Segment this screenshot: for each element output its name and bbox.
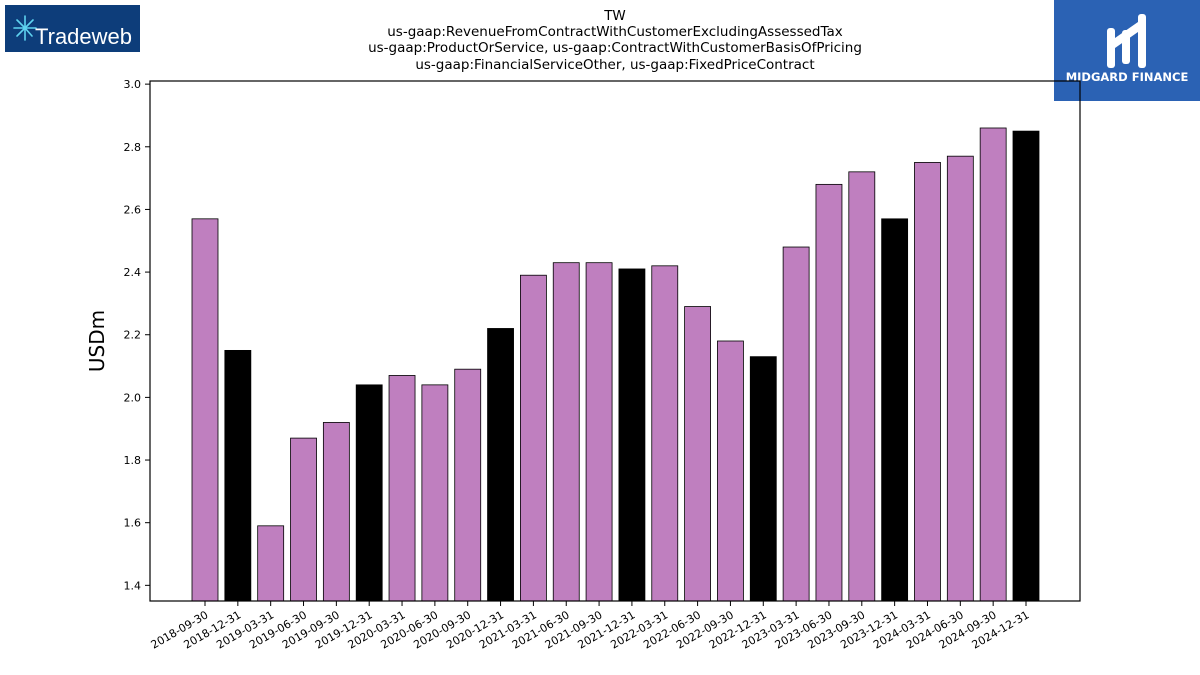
y-tick-label: 1.8 bbox=[124, 454, 142, 467]
bar-2020-09-30 bbox=[454, 368, 482, 602]
bar-2022-06-30 bbox=[684, 306, 711, 602]
bar-2021-09-30 bbox=[585, 262, 613, 602]
bar-2021-12-31 bbox=[618, 268, 646, 602]
midgard-mark-icon bbox=[1107, 14, 1146, 68]
bar-2019-06-30 bbox=[290, 437, 317, 602]
y-tick-label: 2.8 bbox=[124, 141, 142, 154]
midgard-finance-logo: MIDGARD FINANCE bbox=[1054, 0, 1200, 101]
bar-2023-06-30 bbox=[815, 183, 843, 602]
y-tick-label: 2.2 bbox=[124, 329, 142, 342]
chart-title: TW us-gaap:RevenueFromContractWithCustom… bbox=[368, 8, 862, 73]
bar-2020-06-30 bbox=[421, 384, 449, 602]
y-axis: 1.4 1.6 1.8 2.0 2.2 2.4 2.6 2.8 3.0 bbox=[124, 78, 150, 592]
title-line: TW bbox=[603, 8, 626, 24]
title-line: us-gaap:RevenueFromContractWithCustomerE… bbox=[387, 24, 843, 40]
tradeweb-logo: Tradeweb bbox=[5, 5, 140, 52]
bar-2024-09-30 bbox=[979, 127, 1007, 602]
plot-frame bbox=[149, 80, 1081, 602]
midgard-logo-text: MIDGARD FINANCE bbox=[1066, 70, 1189, 84]
title-line: us-gaap:FinancialServiceOther, us-gaap:F… bbox=[415, 57, 814, 73]
bar-2024-12-31 bbox=[1012, 130, 1040, 602]
bar-2023-09-30 bbox=[848, 171, 876, 602]
bar-2020-12-31 bbox=[487, 328, 514, 602]
y-tick-label: 1.4 bbox=[124, 579, 142, 592]
bar-2021-06-30 bbox=[552, 262, 580, 602]
bar-2020-03-31 bbox=[388, 375, 416, 602]
bar-2019-12-31 bbox=[355, 384, 383, 602]
bar-2024-03-31 bbox=[914, 162, 941, 602]
bar-2024-06-30 bbox=[946, 155, 974, 602]
bar-2023-12-31 bbox=[881, 218, 909, 602]
tradeweb-starburst-icon: Tradeweb bbox=[13, 15, 132, 49]
x-axis: 2018-09-302018-12-312019-03-312019-06-30… bbox=[149, 601, 1032, 652]
y-tick-label: 2.4 bbox=[124, 266, 142, 279]
bar-2018-09-30 bbox=[191, 218, 219, 602]
tradeweb-logo-text: Tradeweb bbox=[35, 24, 132, 49]
bar-2019-03-31 bbox=[257, 525, 285, 602]
title-line: us-gaap:ProductOrService, us-gaap:Contra… bbox=[368, 40, 862, 56]
bar-2022-12-31 bbox=[749, 356, 777, 602]
bar-2019-09-30 bbox=[322, 422, 350, 602]
y-tick-label: 2.6 bbox=[124, 203, 142, 216]
bar-2022-03-31 bbox=[651, 265, 679, 602]
bars-group bbox=[191, 127, 1040, 602]
y-tick-label: 2.0 bbox=[124, 391, 142, 404]
y-axis-label: USDm bbox=[85, 310, 109, 372]
y-tick-label: 1.6 bbox=[124, 517, 142, 530]
y-tick-label: 3.0 bbox=[124, 78, 142, 91]
bar-2023-03-31 bbox=[782, 246, 810, 602]
bar-2021-03-31 bbox=[520, 274, 547, 602]
bar-2018-12-31 bbox=[224, 349, 252, 602]
bar-2022-09-30 bbox=[717, 340, 744, 602]
